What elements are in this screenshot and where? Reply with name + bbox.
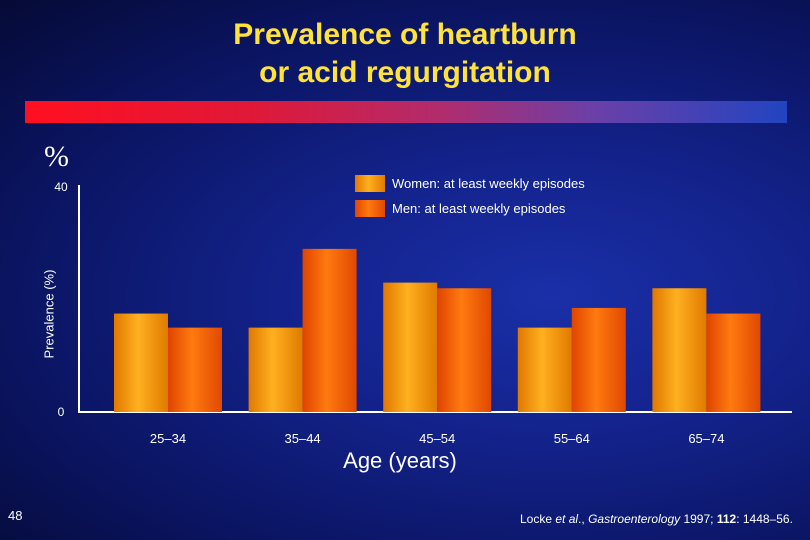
citation-authors: Locke [520,512,556,526]
legend-label-men: Men: at least weekly episodes [392,201,566,216]
citation-sep: ., [578,512,589,526]
bar-men [706,313,761,412]
bar-men [168,327,222,412]
legend-swatch-women [355,175,385,192]
legend-swatch-men [355,200,385,217]
citation-year: 1997; [680,512,717,526]
x-tick-label: 65–74 [688,431,724,446]
bar-women [248,327,303,412]
citation: Locke et al., Gastroenterology 1997; 112… [520,512,793,526]
bar-women [517,327,572,412]
slide-number: 48 [8,508,23,523]
x-tick-label: 35–44 [285,431,321,446]
x-tick-label: 25–34 [150,431,186,446]
bar-men [302,248,357,412]
bar-women [652,288,707,412]
y-tick-label: 0 [58,405,65,419]
x-axis-title: Age (years) [343,448,457,473]
bar-men [437,288,492,412]
citation-et-al: et al [555,512,579,526]
bar-women [383,282,438,412]
bar-women [114,313,168,412]
y-tick-label: 40 [54,180,68,194]
title-gradient-rule [25,101,787,123]
citation-journal: Gastroenterology [588,512,681,526]
citation-volume: 112 [716,512,737,526]
bar-men [571,307,626,412]
x-tick-label: 55–64 [554,431,590,446]
title-line-2: or acid regurgitation [259,56,551,89]
slide-title: Prevalence of heartburn or acid regurgit… [0,16,810,92]
percent-symbol: % [44,140,69,173]
legend-label-women: Women: at least weekly episodes [392,176,585,191]
title-line-1: Prevalence of heartburn [233,18,577,51]
citation-pages: : 1448–56. [736,512,793,526]
x-tick-label: 45–54 [419,431,455,446]
